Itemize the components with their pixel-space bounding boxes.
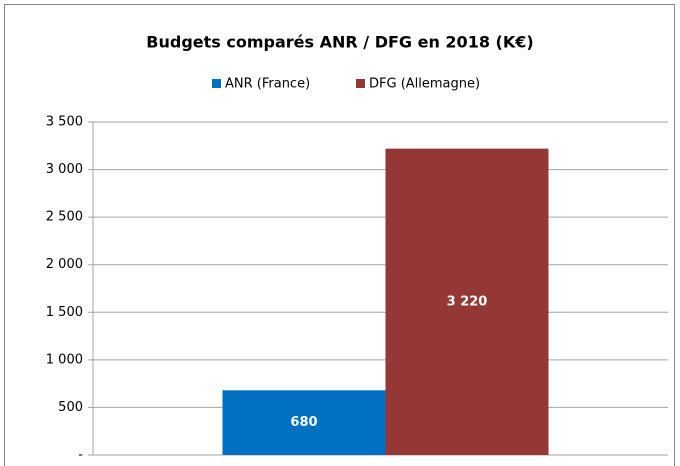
legend-swatch xyxy=(212,79,221,88)
y-tick-label: - xyxy=(78,448,83,463)
legend-label: ANR (France) xyxy=(225,77,310,92)
y-tick-label: 1 500 xyxy=(46,305,83,320)
y-tick-label: 3 500 xyxy=(46,115,83,130)
legend-label: DFG (Allemagne) xyxy=(369,77,480,92)
data-label: 680 xyxy=(290,415,317,430)
chart-title: Budgets comparés ANR / DFG en 2018 (K€) xyxy=(146,33,533,52)
y-tick-label: 1 000 xyxy=(46,352,83,367)
y-tick-label: 500 xyxy=(58,400,83,415)
y-tick-label: 2 500 xyxy=(46,210,83,225)
y-tick-label: 3 000 xyxy=(46,162,83,177)
y-tick-label: 2 000 xyxy=(46,257,83,272)
legend-swatch xyxy=(356,79,365,88)
bar xyxy=(385,148,549,455)
bar xyxy=(222,390,386,455)
data-label: 3 220 xyxy=(447,294,488,309)
chart-border xyxy=(4,4,675,466)
